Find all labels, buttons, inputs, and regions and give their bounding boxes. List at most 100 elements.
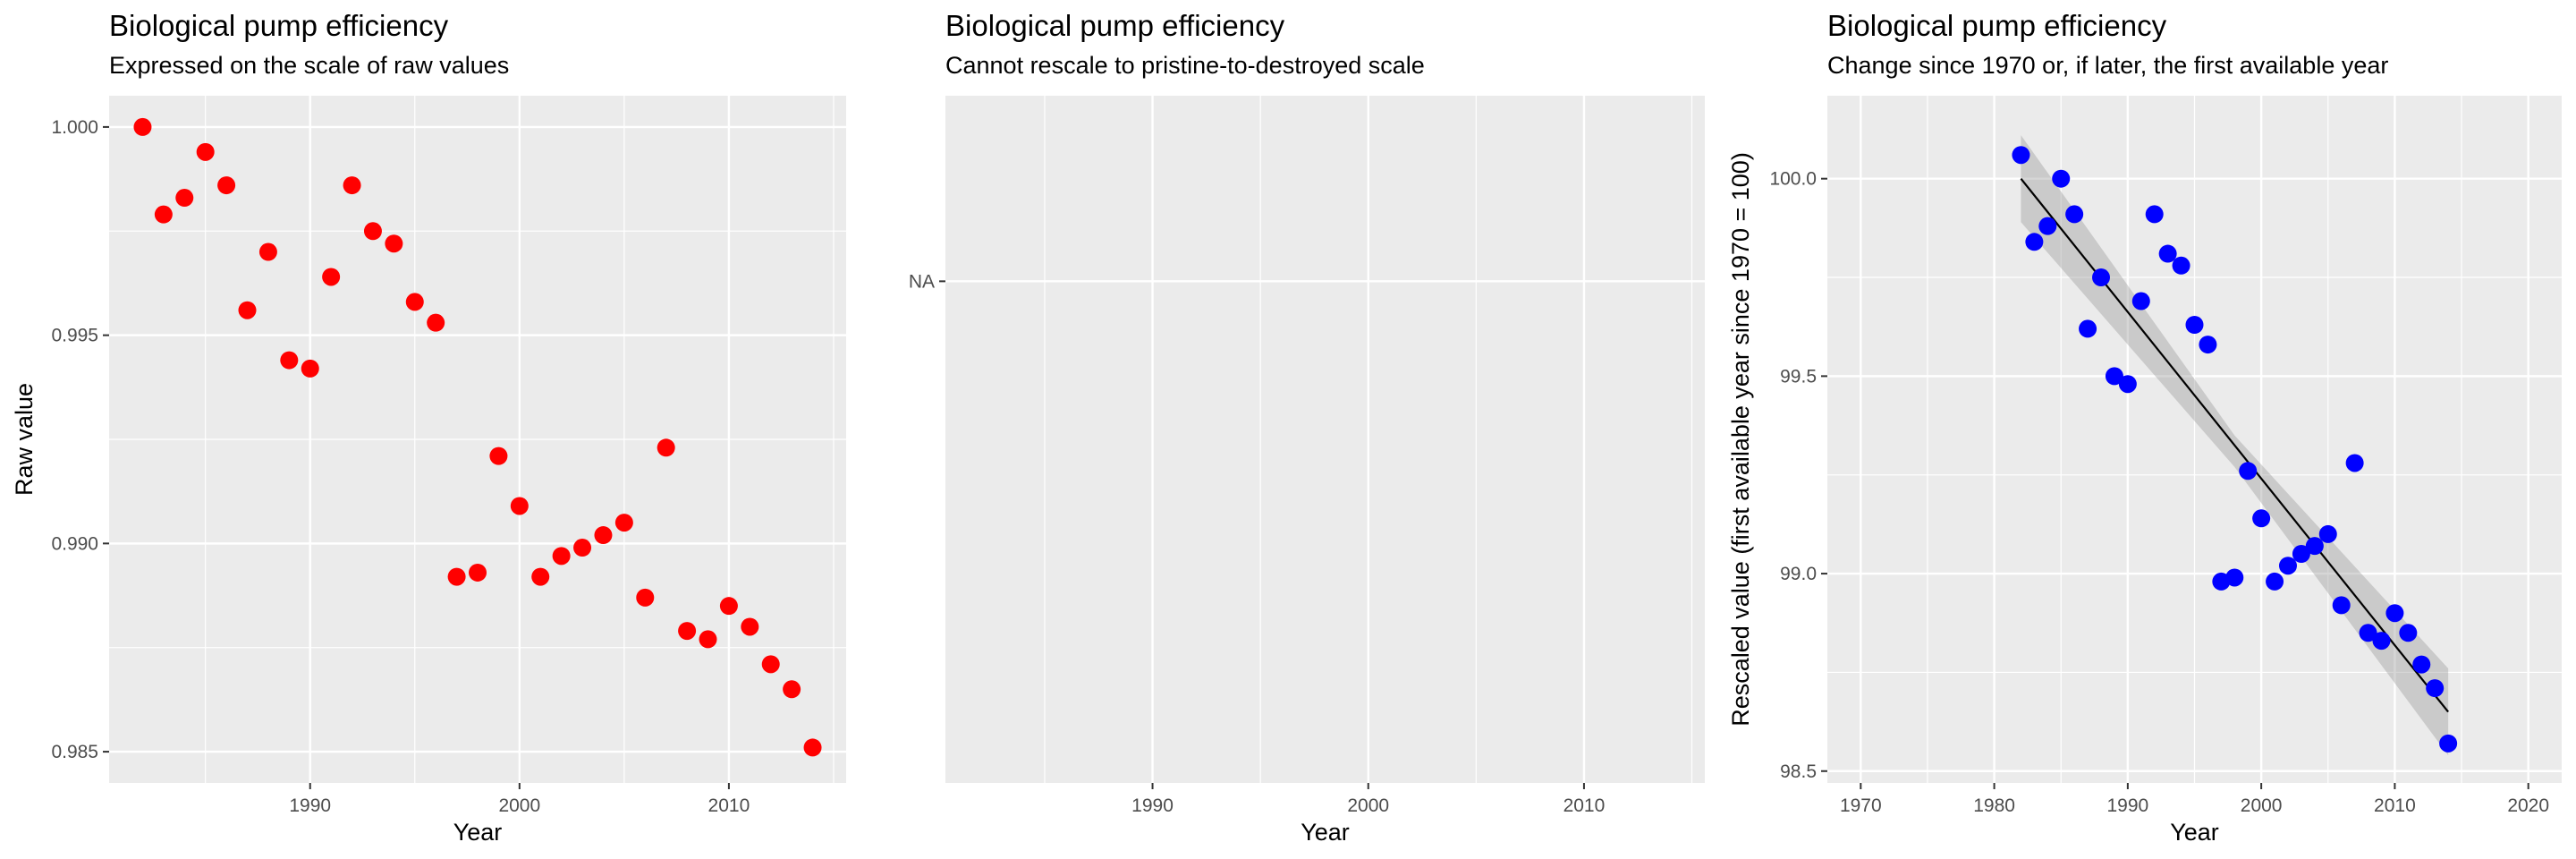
data-point — [761, 655, 780, 674]
data-point — [385, 234, 403, 253]
data-point — [2278, 557, 2297, 575]
data-point — [2345, 454, 2364, 472]
data-point — [552, 547, 571, 566]
data-point — [238, 301, 257, 319]
data-point — [678, 622, 697, 641]
data-point — [2038, 217, 2057, 235]
x-tick-label: 1970 — [1840, 795, 1882, 816]
data-point — [741, 617, 759, 636]
data-point — [405, 293, 424, 311]
data-point — [594, 526, 613, 545]
y-tick-label: 98.5 — [1780, 761, 1817, 782]
data-point — [2305, 537, 2324, 556]
y-axis-title: Raw value — [11, 383, 38, 496]
plot-background — [945, 96, 1705, 783]
data-point — [343, 176, 361, 195]
data-point — [2052, 169, 2071, 188]
data-point — [2332, 596, 2351, 615]
data-point — [2105, 367, 2123, 386]
data-point — [636, 588, 655, 607]
data-point — [2372, 632, 2391, 651]
data-point — [2225, 568, 2244, 587]
chart-panel-rescaled: Biological pump efficiency Change since … — [1717, 0, 2576, 859]
x-tick-label: 2000 — [1347, 795, 1389, 816]
data-point — [614, 514, 633, 532]
data-point — [2359, 624, 2377, 642]
data-point — [196, 142, 215, 161]
data-point — [154, 205, 173, 224]
data-point — [217, 176, 236, 195]
data-point — [803, 738, 822, 757]
data-point — [2079, 319, 2097, 338]
data-point — [2092, 268, 2111, 287]
x-tick-label: 2020 — [2507, 795, 2549, 816]
data-point — [133, 117, 152, 136]
data-point — [783, 680, 801, 699]
data-point — [2385, 604, 2404, 623]
data-point — [2158, 244, 2177, 263]
x-tick-label: 1990 — [289, 795, 331, 816]
data-point — [2266, 572, 2284, 591]
data-point — [2012, 146, 2030, 165]
data-point — [301, 359, 319, 378]
data-point — [258, 242, 277, 261]
data-point — [175, 189, 194, 208]
trend-line — [2020, 178, 2449, 713]
data-point — [489, 447, 508, 465]
data-point — [2025, 233, 2044, 251]
data-point — [573, 539, 592, 557]
chart-title: Biological pump efficiency — [945, 9, 1285, 42]
scatter-chart-pristine: 1990 2000 2010 NA Year — [909, 96, 1705, 846]
y-axis-title: Rescaled value (first available year sin… — [1727, 152, 1754, 727]
data-point — [699, 630, 717, 649]
y-tick-label: 99.5 — [1780, 366, 1817, 387]
data-point — [2118, 375, 2137, 394]
data-point — [2131, 292, 2150, 310]
y-tick-label: 0.995 — [51, 326, 98, 346]
x-axis-title: Year — [1301, 819, 1350, 846]
chart-subtitle: Cannot rescale to pristine-to-destroyed … — [945, 52, 1425, 79]
data-point — [2239, 462, 2258, 481]
data-point — [2172, 256, 2190, 275]
chart-subtitle: Change since 1970 or, if later, the firs… — [1827, 52, 2389, 79]
chart-subtitle: Expressed on the scale of raw values — [109, 52, 510, 79]
x-tick-label: 2000 — [2241, 795, 2283, 816]
chart-title: Biological pump efficiency — [109, 9, 449, 42]
data-point — [719, 597, 738, 616]
data-point — [2065, 205, 2084, 224]
chart-title: Biological pump efficiency — [1827, 9, 2167, 42]
chart-panel-pristine: Biological pump efficiency Cannot rescal… — [859, 0, 1717, 859]
x-tick-label: 2010 — [1563, 795, 1606, 816]
data-point — [2145, 205, 2164, 224]
scatter-chart-rescaled: 1970 1980 1990 2000 2010 2020 98.5 99.0 99.5 100.… — [1727, 96, 2562, 846]
x-tick-label: 2010 — [2374, 795, 2416, 816]
y-tick-label: 99.0 — [1780, 564, 1817, 584]
data-point — [2399, 624, 2418, 642]
data-point — [427, 313, 445, 332]
x-tick-label: 1990 — [1131, 795, 1174, 816]
data-point — [322, 268, 341, 286]
data-point — [2252, 509, 2271, 528]
data-point — [2439, 734, 2458, 753]
x-tick-label: 2010 — [708, 795, 750, 816]
x-axis-title: Year — [2170, 819, 2219, 846]
data-point — [469, 563, 487, 582]
x-tick-label: 1990 — [2107, 795, 2149, 816]
data-point — [2318, 524, 2337, 543]
data-point — [657, 438, 675, 457]
data-point — [531, 567, 550, 586]
chart-panel-raw: Biological pump efficiency Expressed on … — [0, 0, 859, 859]
data-point — [363, 222, 382, 241]
y-tick-label: 0.990 — [51, 533, 98, 554]
data-point — [2292, 545, 2310, 563]
data-point — [2199, 336, 2217, 354]
scatter-chart-raw: 1990 2000 2010 0.985 0.990 0.995 1.000 Year Raw … — [11, 96, 846, 846]
y-tick-label: 1.000 — [51, 117, 98, 138]
y-tick-label: 100.0 — [1769, 169, 1817, 190]
y-tick-label: NA — [909, 271, 935, 292]
x-axis-title: Year — [453, 819, 503, 846]
x-tick-label: 1980 — [1973, 795, 2015, 816]
x-tick-label: 2000 — [498, 795, 540, 816]
y-tick-label: 0.985 — [51, 742, 98, 762]
data-point — [2412, 655, 2431, 674]
